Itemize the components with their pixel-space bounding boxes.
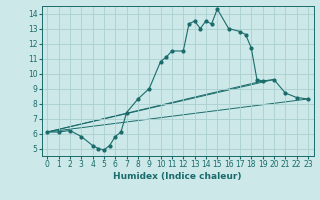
X-axis label: Humidex (Indice chaleur): Humidex (Indice chaleur) [113, 172, 242, 181]
